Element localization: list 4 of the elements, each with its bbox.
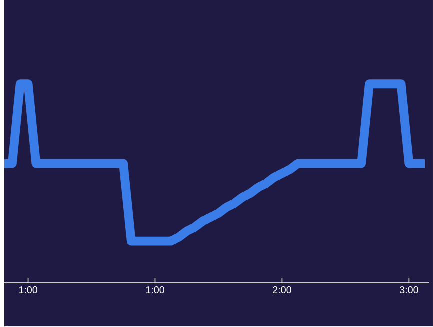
x-tick-label: 3:00	[400, 286, 418, 294]
x-tick-label: 1:00	[19, 286, 38, 294]
x-tick-label: 1:00	[146, 286, 164, 294]
x-tick-label: 2:00	[273, 286, 292, 294]
